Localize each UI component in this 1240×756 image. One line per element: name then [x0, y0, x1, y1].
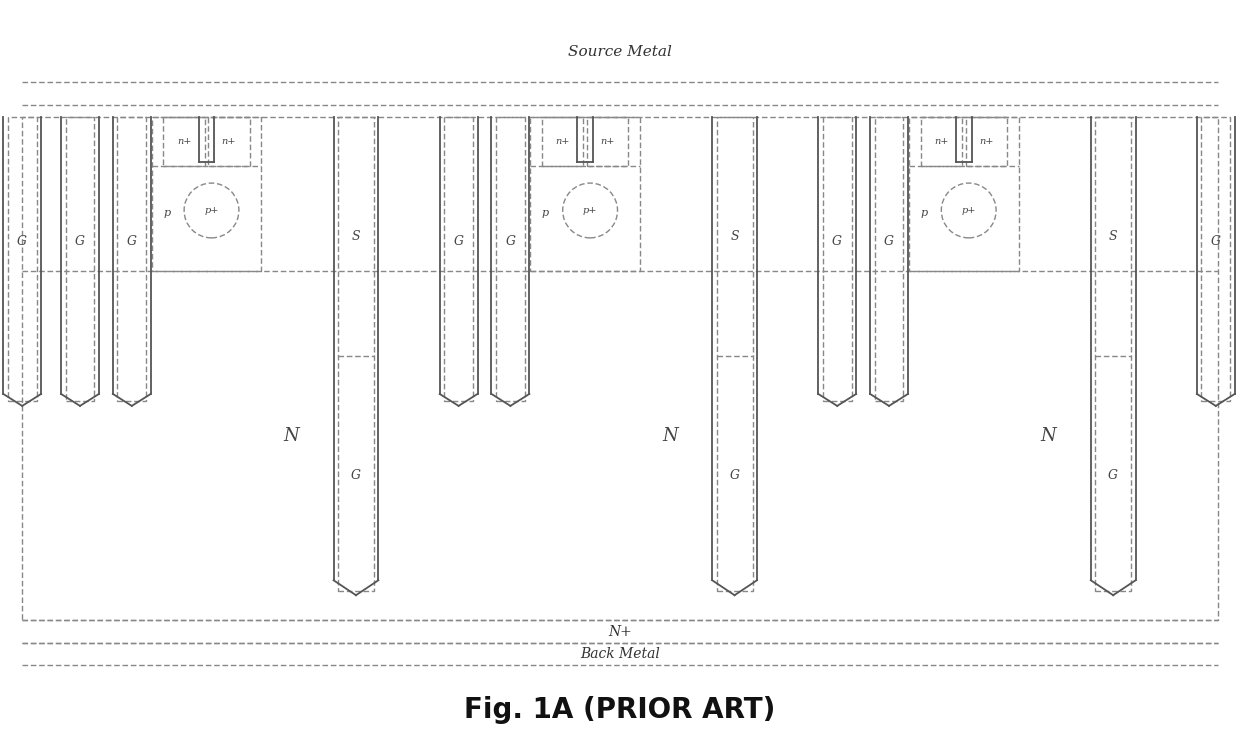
Bar: [208, 117, 249, 166]
Bar: [966, 117, 1007, 166]
Bar: [444, 117, 472, 401]
Text: n+: n+: [177, 137, 191, 146]
Text: G: G: [126, 235, 136, 248]
Text: p: p: [542, 208, 549, 218]
Text: S: S: [1109, 230, 1117, 243]
Text: n+: n+: [222, 137, 236, 146]
Text: S: S: [352, 230, 361, 243]
Text: p+: p+: [583, 206, 598, 215]
Bar: [66, 117, 94, 401]
Text: n+: n+: [980, 137, 993, 146]
Bar: [164, 117, 205, 166]
Bar: [151, 117, 262, 271]
Text: G: G: [351, 469, 361, 482]
Text: Fig. 1A (PRIOR ART): Fig. 1A (PRIOR ART): [464, 696, 776, 723]
Text: N: N: [662, 427, 678, 445]
Bar: [920, 117, 962, 166]
Text: G: G: [729, 469, 739, 482]
Text: G: G: [74, 235, 86, 248]
Bar: [531, 117, 640, 271]
Text: G: G: [1210, 235, 1221, 248]
Text: S: S: [730, 230, 739, 243]
Text: p: p: [920, 208, 928, 218]
Text: G: G: [884, 235, 894, 248]
Text: n+: n+: [934, 137, 949, 146]
Text: G: G: [454, 235, 464, 248]
Text: G: G: [17, 235, 27, 248]
Text: n+: n+: [600, 137, 615, 146]
Bar: [118, 117, 146, 401]
Text: N: N: [1040, 427, 1056, 445]
Bar: [339, 117, 374, 590]
Text: n+: n+: [556, 137, 570, 146]
Text: N+: N+: [608, 624, 632, 639]
Bar: [22, 117, 1218, 620]
Bar: [717, 117, 753, 590]
Bar: [1202, 117, 1230, 401]
Bar: [1095, 117, 1131, 590]
Text: G: G: [832, 235, 842, 248]
Text: p+: p+: [205, 206, 218, 215]
Bar: [542, 117, 583, 166]
Text: Back Metal: Back Metal: [580, 647, 660, 661]
Text: G: G: [1109, 469, 1118, 482]
Text: p+: p+: [961, 206, 976, 215]
Text: p: p: [164, 208, 170, 218]
Text: Source Metal: Source Metal: [568, 45, 672, 59]
Bar: [496, 117, 525, 401]
Bar: [909, 117, 1018, 271]
Bar: [7, 117, 37, 401]
Bar: [587, 117, 629, 166]
Text: N: N: [283, 427, 299, 445]
Bar: [823, 117, 852, 401]
Text: G: G: [506, 235, 516, 248]
Bar: [874, 117, 904, 401]
